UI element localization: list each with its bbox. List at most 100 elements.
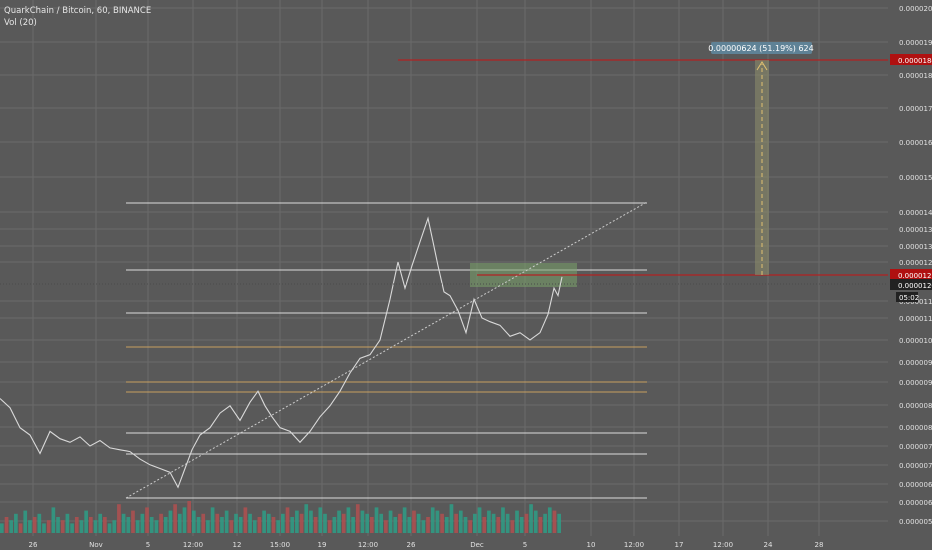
- x-tick-label: 12: [233, 541, 242, 549]
- x-tick-label: 12:00: [358, 541, 378, 549]
- y-tick-label: 0.00001900: [899, 39, 932, 47]
- volume-bar: [238, 517, 243, 533]
- countdown-tag: [896, 292, 918, 302]
- y-tick-label: 0.00001040: [899, 337, 932, 345]
- volume-bar: [93, 520, 98, 533]
- y-tick-label: 0.00001100: [899, 315, 932, 323]
- volume-bar: [32, 517, 37, 533]
- volume-bar: [276, 520, 280, 533]
- price-tag-label: 0.00001844: [898, 57, 932, 65]
- volume-bar: [351, 517, 355, 533]
- y-tick-label: 0.00001600: [899, 139, 932, 147]
- volume-bar: [332, 517, 337, 533]
- y-tick-label: 0.00001300: [899, 243, 932, 251]
- x-tick-label: 26: [29, 541, 38, 549]
- volume-bar: [266, 513, 271, 533]
- volume-bar: [473, 513, 477, 533]
- volume-bar: [299, 513, 304, 533]
- y-tick-label: 0.00001250: [899, 259, 932, 267]
- y-tick-label: 0.00000920: [899, 379, 932, 387]
- volume-bar: [529, 504, 533, 533]
- volume-bar: [505, 513, 510, 533]
- volume-bar: [430, 507, 435, 533]
- volume-bar: [543, 513, 547, 533]
- y-tick-label: 0.00001500: [899, 174, 932, 182]
- volume-bar: [257, 517, 262, 533]
- volume-bar: [70, 523, 74, 533]
- volume-bar: [177, 513, 182, 533]
- volume-bar: [402, 507, 407, 533]
- x-tick-label: 10: [587, 541, 596, 549]
- volume-bar: [192, 510, 196, 533]
- price-axis[interactable]: 0.00002000 0.00001900 0.00001800 0.00001700…: [890, 5, 932, 526]
- volume-bar: [4, 517, 9, 533]
- volume-bar: [519, 517, 524, 533]
- x-tick-label: 5: [146, 541, 150, 549]
- volume-bar: [248, 513, 252, 533]
- volume-bar: [0, 523, 4, 533]
- y-tick-label: 0.00001800: [899, 72, 932, 80]
- volume-bar: [468, 520, 473, 533]
- volume-bar: [341, 513, 346, 533]
- volume-bar: [285, 507, 290, 533]
- volume-bar: [18, 523, 23, 533]
- volume-bar: [201, 513, 206, 533]
- volume-bar: [547, 507, 552, 533]
- volume-bar: [309, 510, 313, 533]
- volume-bar: [121, 513, 126, 533]
- volume-bar: [295, 510, 299, 533]
- y-tick-label: 0.00000860: [899, 402, 932, 410]
- volume-bar: [552, 510, 557, 533]
- time-axis[interactable]: 26 Nov 5 12:00 12 15:00 19 12:00 26 Dec 5 10 12:00 17…: [29, 541, 824, 549]
- volume-bar: [42, 523, 46, 533]
- volume-bar: [426, 517, 430, 533]
- measure-arrowhead: [756, 61, 768, 71]
- measure-badge: [711, 42, 812, 54]
- y-tick-label: 0.00001400: [899, 209, 932, 217]
- y-tick-label: 0.00000550: [899, 518, 932, 526]
- volume-bar: [477, 507, 482, 533]
- volume-bar: [168, 510, 173, 533]
- volume-bar: [365, 513, 369, 533]
- volume-bar: [458, 510, 463, 533]
- volume-bar: [449, 504, 454, 533]
- volume-bar: [117, 504, 121, 533]
- volume-bar: [323, 513, 327, 533]
- y-tick-label: 0.00000750: [899, 443, 932, 451]
- volume-bar: [407, 517, 412, 533]
- volume-bar: [360, 510, 365, 533]
- volume-bar: [163, 517, 168, 533]
- x-tick-label: 28: [815, 541, 824, 549]
- volume-bar: [224, 510, 229, 533]
- measure-label: 0.00000624 (51.19%) 624: [708, 44, 813, 53]
- volume-bar: [220, 517, 224, 533]
- volume-bar: [145, 507, 149, 533]
- volume-bar: [515, 510, 519, 533]
- price-tag: [890, 54, 932, 65]
- volume-bar: [379, 513, 384, 533]
- volume-bar: [23, 510, 28, 533]
- volume-bar: [206, 520, 210, 533]
- volume-bar: [524, 513, 529, 533]
- volume-bar: [398, 513, 402, 533]
- volume-bar: [98, 513, 103, 533]
- volume-bar: [112, 520, 117, 533]
- volume-bar: [510, 520, 515, 533]
- volume-bar: [51, 507, 56, 533]
- volume-bar: [262, 510, 266, 533]
- x-tick-label: 26: [407, 541, 416, 549]
- volume-bar: [501, 507, 505, 533]
- volume-bar: [84, 510, 88, 533]
- volume-bar: [37, 513, 42, 533]
- symbol-title[interactable]: QuarkChain / Bitcoin, 60, BINANCE: [4, 6, 152, 16]
- x-tick-label: 17: [675, 541, 684, 549]
- volume-bar: [28, 520, 32, 533]
- y-tick-label: 0.00001350: [899, 226, 932, 234]
- volume-bar: [135, 520, 140, 533]
- volume-bar: [440, 513, 444, 533]
- volume-bar: [56, 517, 60, 533]
- volume-bar: [491, 513, 496, 533]
- volume-indicator-label[interactable]: Vol (20): [4, 18, 37, 28]
- volume-bar: [65, 513, 70, 533]
